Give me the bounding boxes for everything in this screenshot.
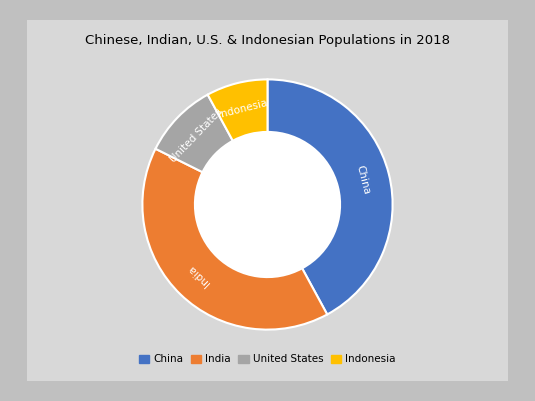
Text: United States: United States (168, 107, 225, 165)
Text: China: China (355, 164, 372, 196)
Text: Chinese, Indian, U.S. & Indonesian Populations in 2018: Chinese, Indian, U.S. & Indonesian Popul… (85, 34, 450, 47)
Wedge shape (208, 79, 268, 141)
Wedge shape (142, 149, 327, 330)
Wedge shape (268, 79, 393, 314)
Text: Indonesia: Indonesia (217, 98, 269, 120)
Text: India: India (186, 263, 211, 288)
Circle shape (195, 132, 340, 277)
Legend: China, India, United States, Indonesia: China, India, United States, Indonesia (135, 350, 400, 369)
Wedge shape (156, 95, 233, 172)
